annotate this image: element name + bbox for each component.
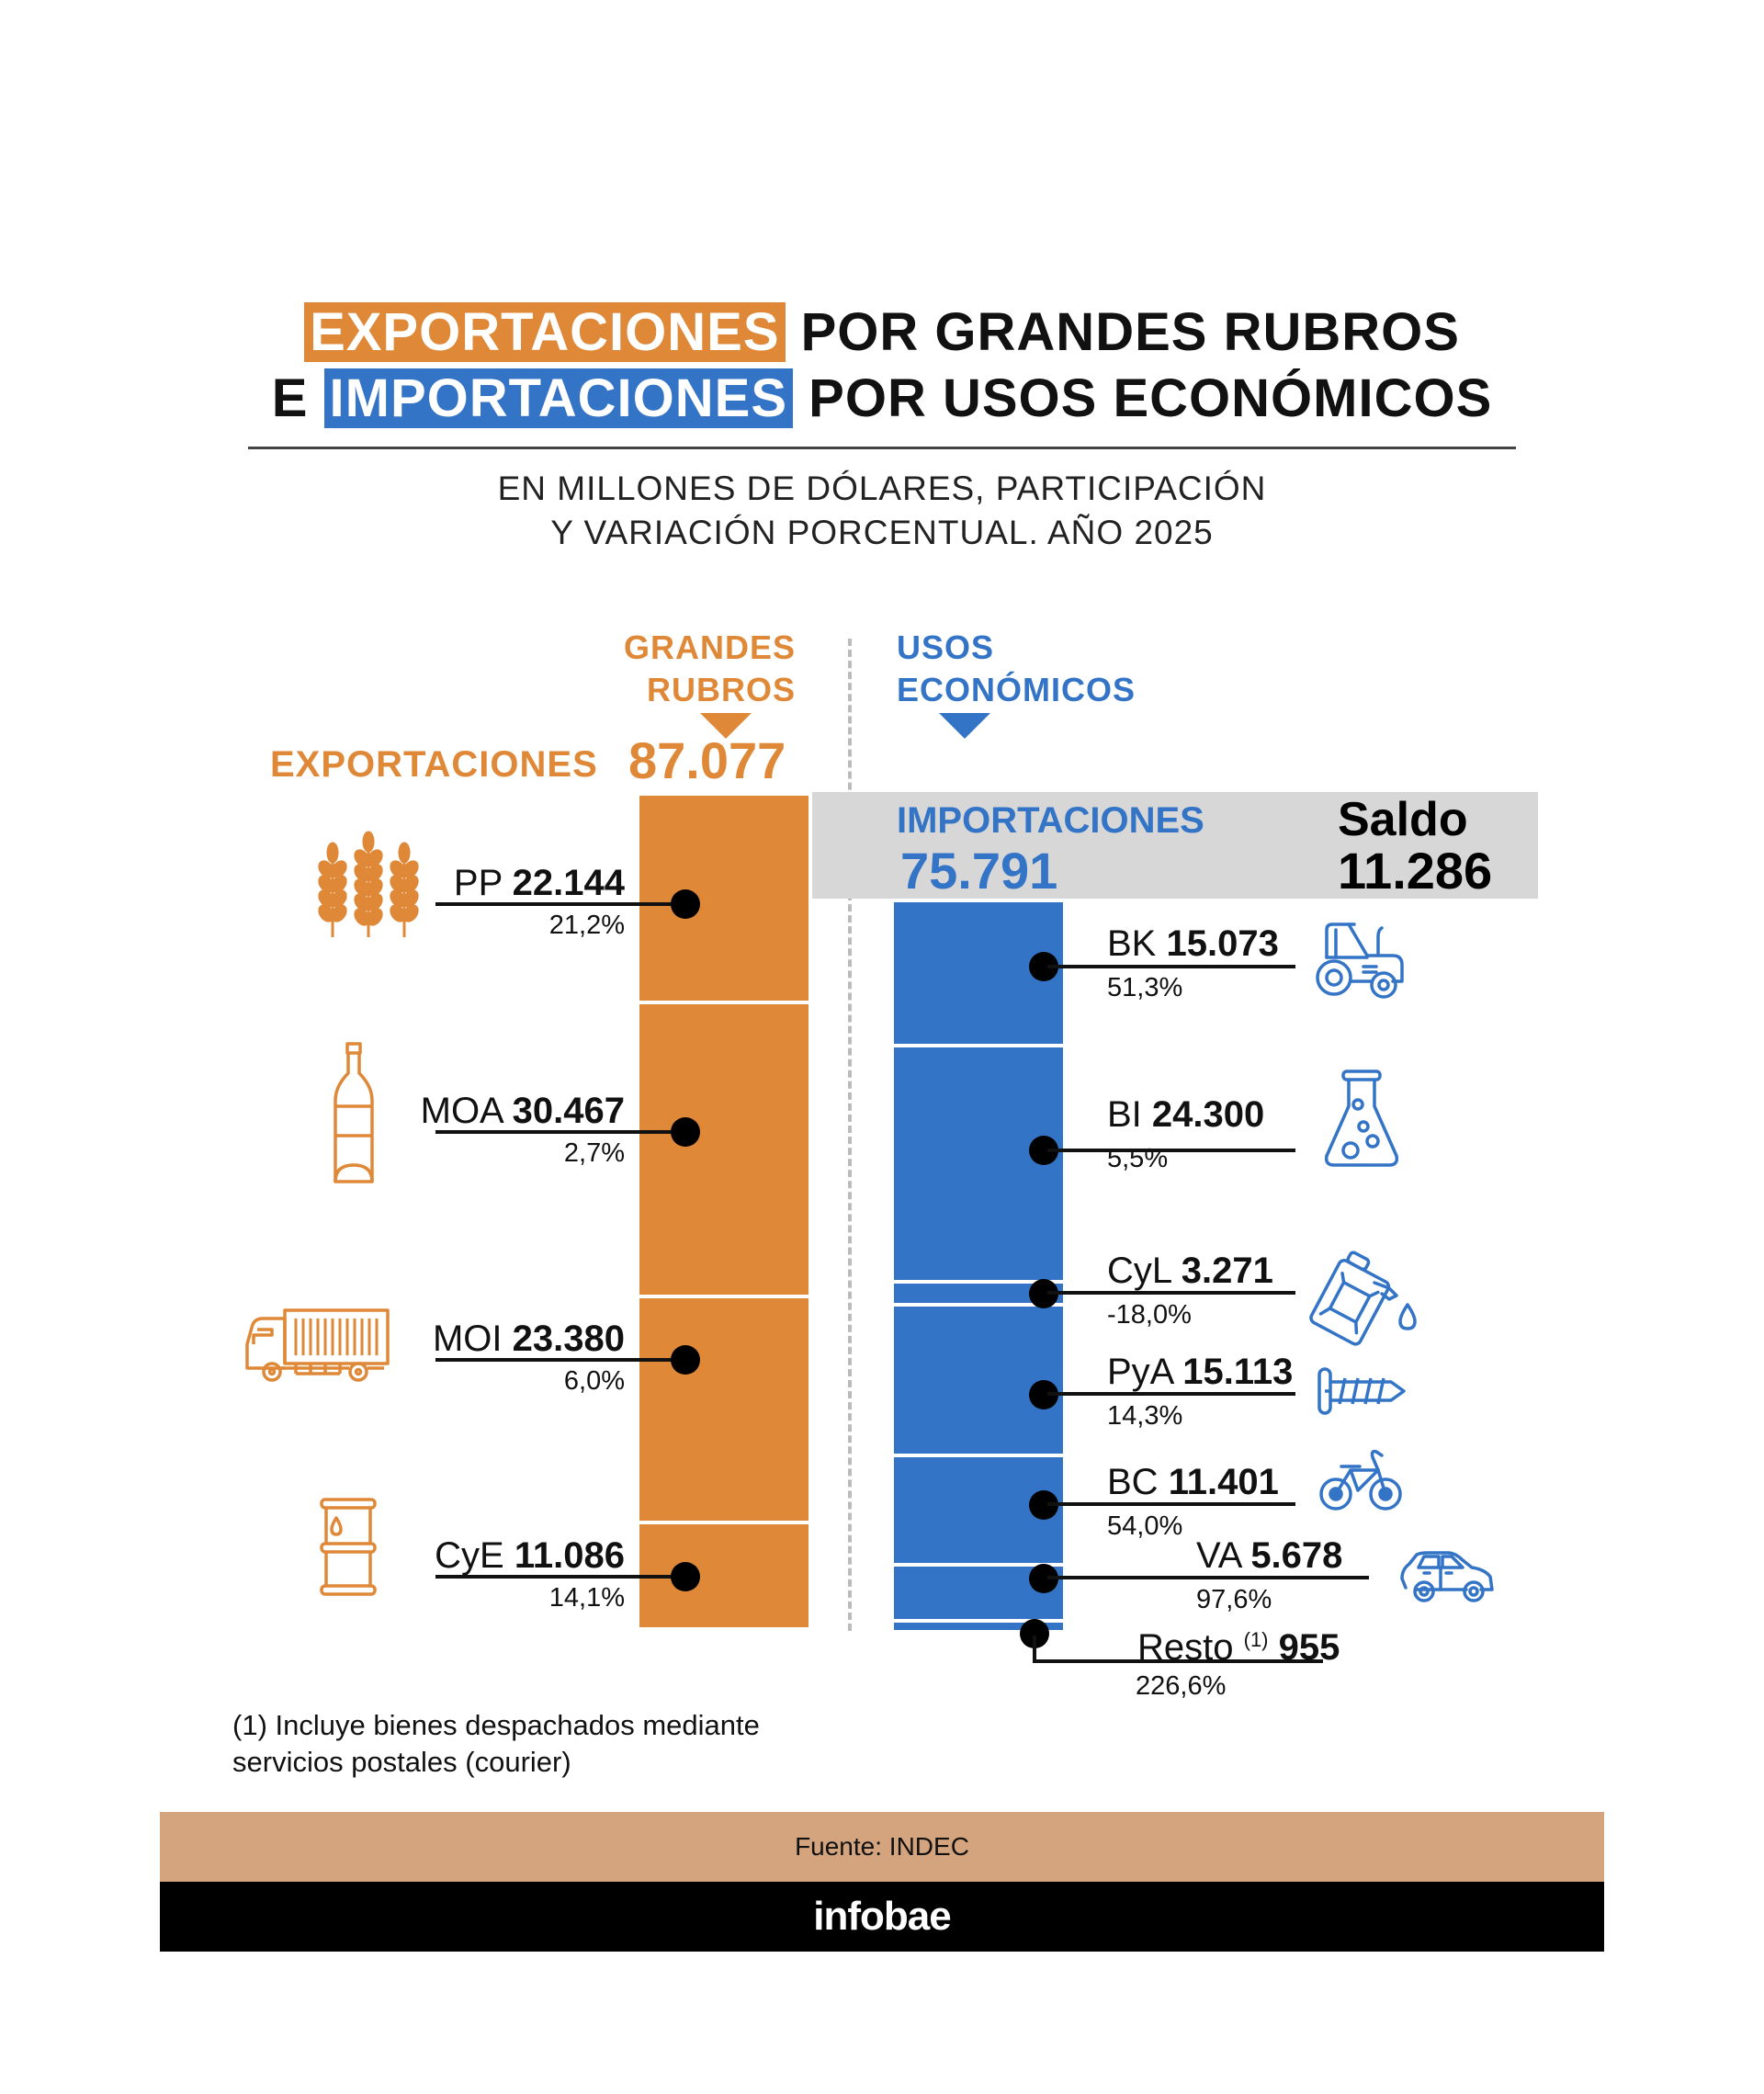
imports-total-value: 75.791 — [900, 842, 1058, 900]
imports-segment-bi — [894, 1047, 1063, 1280]
exports-header-line1: GRANDES — [623, 628, 796, 666]
subtitle-line-2: Y VARIACIÓN PORCENTUAL. AÑO 2025 — [550, 514, 1214, 551]
exports-segment-moi — [639, 1298, 808, 1521]
balance-label: Saldo — [1338, 793, 1468, 846]
exports-down-arrow-icon — [700, 713, 752, 739]
car-icon — [1400, 1551, 1494, 1602]
moi-leader-line — [435, 1358, 684, 1362]
brand-logo: infobae — [813, 1894, 951, 1939]
moa-leader-line — [435, 1130, 684, 1134]
title-line-2: E IMPORTACIONES POR USOS ECONÓMICOS — [0, 368, 1764, 428]
imports-header-line1: USOS — [897, 628, 995, 666]
resto-leader-line — [1033, 1659, 1323, 1663]
bicycle-icon — [1319, 1449, 1402, 1511]
title-line2-prefix: E — [271, 368, 309, 428]
section-divider — [848, 639, 852, 1631]
footnote: (1) Incluye bienes despachados mediante … — [232, 1707, 760, 1781]
moa-label: MOA 30.467 — [420, 1091, 625, 1131]
va-label: VA 5.678 — [1196, 1535, 1343, 1576]
balance-box — [812, 792, 1538, 899]
bi-label: BI 24.300 — [1107, 1094, 1265, 1135]
resto-footnote-marker: (1) — [1243, 1628, 1269, 1651]
truck-icon — [245, 1308, 390, 1382]
pya-leader-line — [1047, 1392, 1295, 1396]
bc-leader-line — [1047, 1502, 1295, 1506]
exports-total-label: EXPORTACIONES — [270, 744, 598, 785]
bk-pct: 51,3% — [1107, 973, 1183, 1002]
cyl-label: CyL 3.271 — [1107, 1251, 1273, 1291]
imports-segment-cyl — [894, 1284, 1063, 1303]
exports-header-line2: RUBROS — [646, 671, 796, 708]
moi-label: MOI 23.380 — [432, 1319, 625, 1359]
bc-label: BC 11.401 — [1107, 1462, 1279, 1502]
flask-icon — [1324, 1070, 1399, 1167]
subtitle-line-1: EN MILLONES DE DÓLARES, PARTICIPACIÓN — [497, 470, 1267, 507]
tractor-icon — [1316, 922, 1404, 999]
resto-leader-vertical — [1033, 1636, 1036, 1661]
moa-marker — [671, 1117, 700, 1147]
pya-label: PyA 15.113 — [1107, 1352, 1294, 1392]
footnote-line-2: servicios postales (courier) — [232, 1746, 571, 1778]
brand-bar: infobae — [160, 1882, 1604, 1952]
title-imports-highlight: IMPORTACIONES — [323, 368, 794, 428]
imports-segment-pya — [894, 1307, 1063, 1454]
va-leader-line — [1047, 1576, 1369, 1579]
imports-total-label: IMPORTACIONES — [897, 800, 1204, 841]
exports-segment-pp — [639, 796, 808, 1001]
title-line2-rest: POR USOS ECONÓMICOS — [808, 368, 1493, 428]
bk-leader-line — [1047, 965, 1295, 968]
title-exports-highlight: EXPORTACIONES — [304, 302, 786, 362]
imports-down-arrow-icon — [939, 713, 990, 739]
wheat-icon — [318, 831, 419, 937]
bottle-icon — [334, 1042, 374, 1183]
pp-marker — [671, 889, 700, 919]
screw-icon — [1317, 1367, 1406, 1415]
cye-label: CyE 11.086 — [435, 1535, 625, 1576]
va-pct: 97,6% — [1196, 1585, 1272, 1614]
imports-segment-resto — [894, 1623, 1063, 1630]
resto-pct: 226,6% — [1136, 1671, 1227, 1701]
bc-pct: 54,0% — [1107, 1511, 1183, 1541]
pp-label: PP 22.144 — [453, 863, 625, 903]
fuel-can-icon — [1309, 1251, 1417, 1346]
resto-label: Resto (1) 955 — [1137, 1627, 1340, 1668]
balance-value: 11.286 — [1338, 842, 1493, 900]
cye-leader-line — [435, 1575, 684, 1579]
imports-header-line2: ECONÓMICOS — [897, 671, 1136, 708]
cyl-pct: -18,0% — [1107, 1300, 1192, 1330]
pp-pct: 21,2% — [548, 911, 625, 940]
cye-pct: 14,1% — [548, 1583, 625, 1613]
pya-pct: 14,3% — [1107, 1401, 1183, 1431]
exports-total-value: 87.077 — [628, 731, 786, 789]
pp-leader-line — [435, 902, 684, 906]
oil-barrel-icon — [320, 1498, 377, 1596]
footnote-line-1: (1) Incluye bienes despachados mediante — [232, 1709, 760, 1741]
moi-marker — [671, 1345, 700, 1375]
source-text: Fuente: INDEC — [795, 1832, 969, 1861]
moa-pct: 2,7% — [563, 1138, 625, 1168]
moi-pct: 6,0% — [563, 1366, 625, 1396]
title-divider — [248, 447, 1516, 449]
title-line-1: EXPORTACIONES POR GRANDES RUBROS — [0, 302, 1764, 362]
cye-marker — [671, 1562, 700, 1591]
exports-segment-moa — [639, 1004, 808, 1295]
title-line1-rest: POR GRANDES RUBROS — [800, 302, 1460, 362]
bi-leader-line — [1047, 1149, 1295, 1152]
source-bar: Fuente: INDEC — [160, 1812, 1604, 1882]
bi-pct: 5,5% — [1107, 1144, 1169, 1173]
cyl-leader-line — [1047, 1291, 1295, 1295]
bk-label: BK 15.073 — [1107, 923, 1279, 964]
